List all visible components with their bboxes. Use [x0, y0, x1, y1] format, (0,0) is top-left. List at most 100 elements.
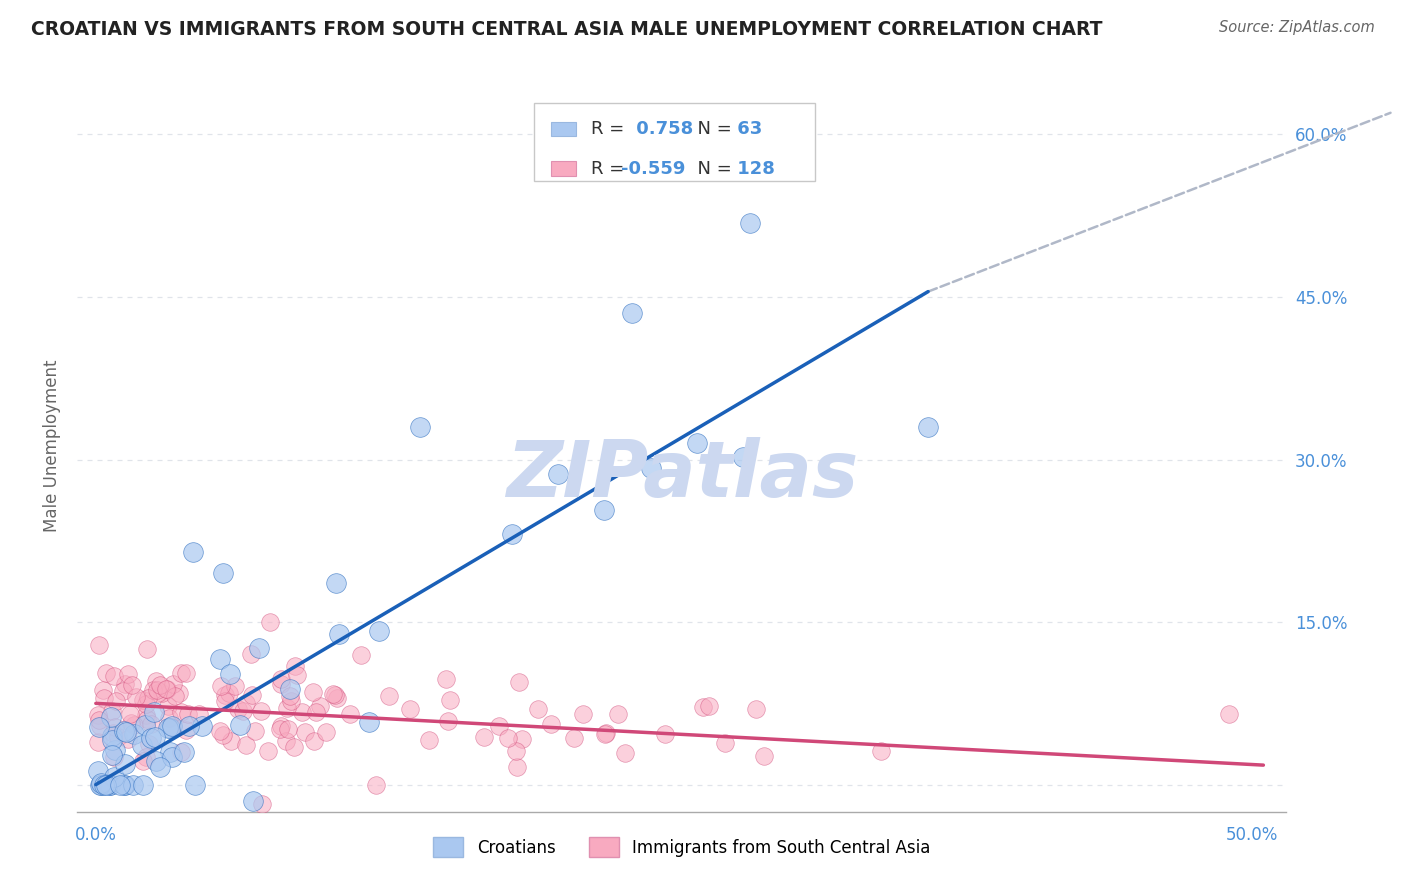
- Point: [132, 754, 155, 768]
- Point: [157, 721, 180, 735]
- Point: [165, 689, 187, 703]
- Point: [247, 641, 270, 656]
- Point: [120, 706, 142, 721]
- Point: [131, 738, 153, 752]
- Point: [103, 750, 125, 764]
- Point: [512, 732, 534, 747]
- Point: [104, 719, 127, 733]
- Point: [121, 678, 143, 692]
- Point: [121, 778, 143, 792]
- Point: [87, 720, 110, 734]
- Point: [177, 706, 200, 721]
- Point: [114, 756, 136, 771]
- Text: 128: 128: [731, 160, 775, 178]
- Point: [160, 719, 183, 733]
- Point: [162, 677, 184, 691]
- Point: [101, 704, 124, 718]
- Point: [294, 725, 316, 739]
- Text: 63: 63: [731, 120, 762, 138]
- Point: [146, 682, 169, 697]
- Point: [138, 737, 160, 751]
- Point: [315, 724, 337, 739]
- Point: [87, 713, 110, 727]
- Point: [350, 648, 373, 662]
- Point: [155, 681, 177, 696]
- Point: [136, 712, 159, 726]
- Point: [117, 731, 139, 746]
- Point: [100, 710, 122, 724]
- Point: [170, 666, 193, 681]
- Point: [143, 705, 166, 719]
- Point: [149, 760, 172, 774]
- Point: [89, 778, 111, 792]
- Text: 0.758: 0.758: [630, 120, 693, 138]
- Point: [302, 685, 325, 699]
- Point: [274, 734, 297, 748]
- Point: [472, 730, 495, 744]
- Point: [505, 760, 527, 774]
- Point: [108, 778, 131, 792]
- Point: [132, 778, 155, 792]
- Point: [156, 681, 179, 696]
- Point: [614, 746, 637, 760]
- Point: [104, 694, 127, 708]
- Point: [112, 778, 135, 792]
- Point: [91, 682, 114, 697]
- Point: [94, 666, 117, 681]
- Point: [97, 777, 120, 791]
- Point: [114, 677, 136, 691]
- Point: [142, 683, 165, 698]
- Point: [378, 689, 401, 703]
- Point: [526, 702, 548, 716]
- Point: [219, 734, 242, 748]
- Point: [96, 778, 118, 792]
- Point: [157, 711, 180, 725]
- Point: [309, 698, 332, 713]
- Point: [191, 719, 214, 733]
- Point: [240, 647, 263, 661]
- Point: [145, 673, 167, 688]
- Point: [547, 467, 569, 481]
- Point: [212, 729, 235, 743]
- Point: [357, 715, 380, 730]
- Point: [917, 420, 939, 434]
- Point: [214, 693, 236, 707]
- Point: [278, 689, 301, 703]
- Point: [103, 669, 125, 683]
- Point: [181, 544, 204, 558]
- Point: [276, 701, 298, 715]
- Point: [270, 672, 292, 686]
- Point: [323, 688, 346, 702]
- Point: [277, 722, 299, 736]
- Point: [169, 705, 191, 719]
- Point: [169, 745, 191, 759]
- Point: [135, 749, 157, 764]
- Text: R =: R =: [591, 160, 630, 178]
- Point: [621, 306, 644, 320]
- Point: [157, 698, 180, 713]
- Point: [744, 702, 766, 716]
- Point: [654, 727, 676, 741]
- Text: ZIPatlas: ZIPatlas: [506, 437, 858, 513]
- Point: [174, 723, 197, 737]
- Point: [572, 707, 595, 722]
- Point: [235, 739, 257, 753]
- Point: [159, 745, 181, 759]
- Point: [169, 685, 191, 699]
- Point: [418, 733, 440, 747]
- Point: [240, 689, 263, 703]
- Point: [733, 450, 755, 464]
- Point: [326, 690, 349, 705]
- Point: [149, 678, 172, 692]
- Point: [242, 794, 264, 808]
- Text: CROATIAN VS IMMIGRANTS FROM SOUTH CENTRAL ASIA MALE UNEMPLOYMENT CORRELATION CHA: CROATIAN VS IMMIGRANTS FROM SOUTH CENTRA…: [31, 20, 1102, 38]
- Point: [87, 708, 110, 723]
- Point: [120, 716, 142, 731]
- Point: [280, 694, 302, 708]
- Y-axis label: Male Unemployment: Male Unemployment: [42, 359, 60, 533]
- Point: [257, 744, 280, 758]
- Point: [101, 748, 124, 763]
- Point: [143, 730, 166, 744]
- Point: [218, 686, 240, 700]
- Point: [89, 719, 111, 733]
